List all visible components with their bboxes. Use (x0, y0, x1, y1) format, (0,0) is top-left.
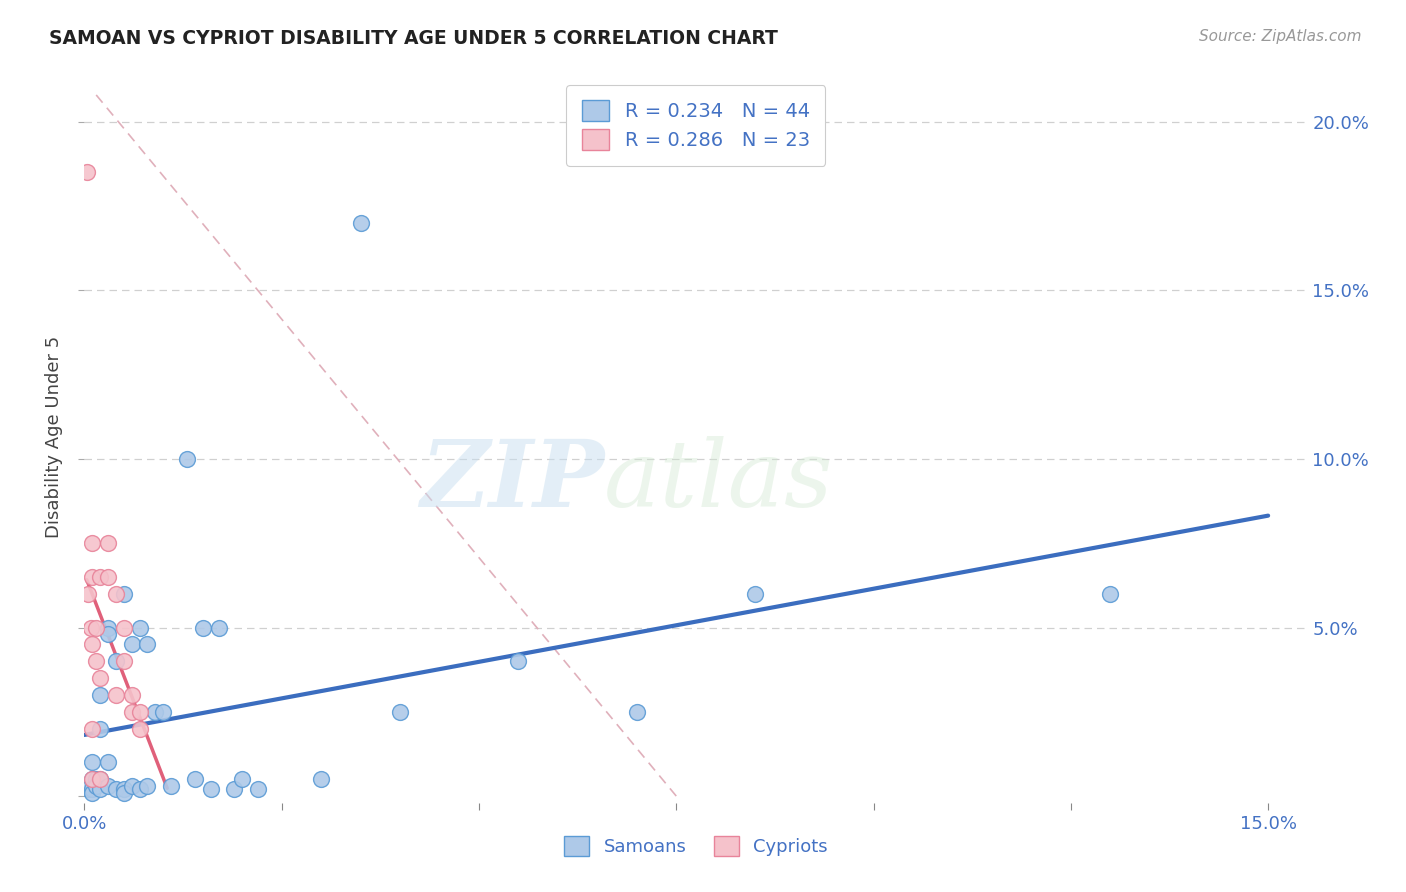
Point (626, 705, 648, 719)
Point (246, 782, 269, 797)
Point (104, 587, 127, 601)
Point (82, 756, 104, 770)
Point (136, 637, 159, 651)
Legend: Samoans, Cypriots: Samoans, Cypriots (557, 829, 835, 863)
Point (128, 722, 150, 736)
Point (389, 705, 412, 719)
Point (97, 779, 120, 793)
Point (97, 627, 120, 641)
Point (128, 782, 150, 797)
Point (191, 621, 214, 635)
Point (82, 637, 104, 651)
Point (744, 587, 766, 601)
Point (84, 654, 107, 668)
Point (97, 621, 120, 635)
Point (97, 570, 120, 584)
Point (82, 786, 104, 800)
Point (77, 587, 100, 601)
Point (82, 772, 104, 787)
Point (112, 621, 135, 635)
Point (112, 782, 135, 797)
Point (79, 621, 101, 635)
Point (176, 452, 198, 467)
Text: SAMOAN VS CYPRIOT DISABILITY AGE UNDER 5 CORRELATION CHART: SAMOAN VS CYPRIOT DISABILITY AGE UNDER 5… (49, 29, 778, 48)
Point (200, 782, 222, 797)
Point (152, 705, 174, 719)
Point (77, 782, 100, 797)
Point (82, 772, 104, 787)
Point (89, 772, 111, 787)
Point (136, 779, 159, 793)
Point (76, 165, 98, 179)
Point (112, 587, 135, 601)
Point (97, 536, 120, 550)
Text: Source: ZipAtlas.com: Source: ZipAtlas.com (1198, 29, 1361, 45)
Point (84, 772, 107, 787)
Point (97, 756, 120, 770)
Text: ZIP: ZIP (420, 436, 605, 526)
Point (89, 688, 111, 702)
Point (128, 705, 150, 719)
Point (349, 216, 371, 230)
Point (145, 705, 167, 719)
Point (104, 654, 127, 668)
Point (82, 722, 104, 736)
Point (104, 782, 127, 797)
Point (89, 671, 111, 685)
Point (184, 772, 207, 787)
Point (121, 688, 143, 702)
Point (207, 621, 229, 635)
Point (82, 782, 104, 797)
Point (309, 772, 332, 787)
Point (104, 688, 127, 702)
Point (82, 570, 104, 584)
Point (84, 779, 107, 793)
Point (121, 779, 143, 793)
Point (112, 786, 135, 800)
Point (224, 782, 246, 797)
Text: atlas: atlas (605, 436, 834, 526)
Point (128, 621, 150, 635)
Point (89, 782, 111, 797)
Point (89, 772, 111, 787)
Point (231, 772, 253, 787)
Point (84, 621, 107, 635)
Y-axis label: Disability Age Under 5: Disability Age Under 5 (45, 336, 63, 538)
Point (1099, 587, 1122, 601)
Point (121, 705, 143, 719)
Point (121, 637, 143, 651)
Point (508, 654, 530, 668)
Point (89, 722, 111, 736)
Point (82, 536, 104, 550)
Point (89, 570, 111, 584)
Point (160, 779, 183, 793)
Point (112, 654, 135, 668)
